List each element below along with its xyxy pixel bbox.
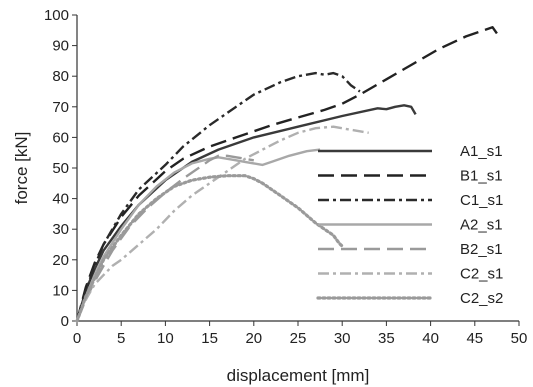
x-axis-title: displacement [mm] <box>227 366 370 385</box>
y-tick-label: 10 <box>52 282 69 299</box>
x-tick-label: 40 <box>422 330 439 347</box>
y-tick-label: 40 <box>52 191 69 208</box>
y-axis-title: force [kN] <box>12 132 31 205</box>
series-layer <box>75 26 498 323</box>
y-tick-label: 90 <box>52 38 69 55</box>
series-line-c2-s2 <box>75 174 344 323</box>
legend-label: C2_s2 <box>460 290 503 307</box>
axis-ticks: 0 5 10 15 20 25 30 35 40 45 50 0 10 20 30 40 50 60 70 80 90 1… <box>44 7 527 347</box>
y-tick-label: 60 <box>52 129 69 146</box>
x-tick-label: 45 <box>466 330 483 347</box>
x-tick-label: 0 <box>73 330 81 347</box>
x-tick-label: 20 <box>245 330 262 347</box>
series-line-b1-s1 <box>75 26 498 322</box>
legend-label: A1_s1 <box>460 143 503 160</box>
legend-label: B1_s1 <box>460 168 503 185</box>
legend-label: A2_s1 <box>460 217 503 234</box>
series-line-c2-s1 <box>75 125 369 322</box>
x-tick-label: 15 <box>201 330 218 347</box>
y-tick-label: 100 <box>44 7 69 24</box>
y-tick-label: 30 <box>52 221 69 238</box>
series-line-a1-s1 <box>75 104 417 322</box>
legend-label: C2_s1 <box>460 266 503 283</box>
x-tick-label: 35 <box>378 330 395 347</box>
x-tick-label: 30 <box>334 330 351 347</box>
y-tick-label: 50 <box>52 160 69 177</box>
y-tick-label: 20 <box>52 252 69 269</box>
y-tick-label: 70 <box>52 99 69 116</box>
series-line-c1-s1 <box>75 71 361 322</box>
y-tick-label: 0 <box>61 313 69 330</box>
legend-label: C1_s1 <box>460 192 503 209</box>
legend-label: B2_s1 <box>460 241 503 258</box>
legend: A1_s1 B1_s1 C1_s1 A2_s1 B2_s1 C2_s1 C2_s2 <box>316 143 503 307</box>
x-tick-label: 25 <box>290 330 307 347</box>
x-tick-label: 5 <box>117 330 125 347</box>
y-tick-label: 80 <box>52 68 69 85</box>
x-tick-label: 10 <box>157 330 174 347</box>
x-tick-label: 50 <box>511 330 528 347</box>
